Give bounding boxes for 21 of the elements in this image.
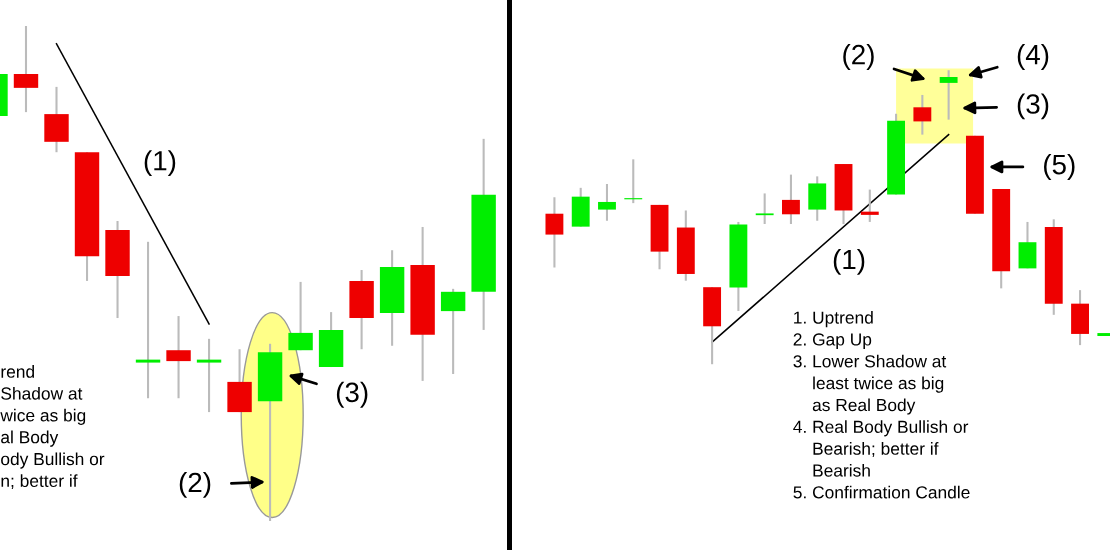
annotation: (3): [336, 381, 368, 408]
annotation: rend Shadow at wice as big al Body ody Bullish or n; better if: [0, 365, 105, 490]
annotation: (1): [833, 248, 865, 275]
annotation: (2): [179, 471, 211, 498]
text: (2): [843, 44, 874, 70]
candlestick: [860, 188, 879, 223]
candlestick: [135, 240, 161, 400]
candlestick: [782, 173, 800, 226]
candlestick: [166, 315, 191, 400]
annotation: (5): [1044, 154, 1075, 180]
annotation: (1): [144, 150, 176, 177]
text: 1. Uptrend 2. Gap Up 3. Lower Shadow at least twice as big as Real Body 4. Real Body Bullish or Bearish; better if Bearish 5. Confirmation Candle: [793, 311, 970, 499]
text: (4): [1017, 44, 1049, 70]
candlestick: [598, 182, 616, 222]
candlestick: [13, 24, 39, 114]
candlestick: [939, 69, 958, 121]
candlestick: [196, 337, 222, 414]
annotation: (3): [1017, 93, 1049, 120]
candlestick: [755, 192, 774, 226]
candlestick: [545, 196, 564, 269]
candlestick: [913, 93, 932, 136]
